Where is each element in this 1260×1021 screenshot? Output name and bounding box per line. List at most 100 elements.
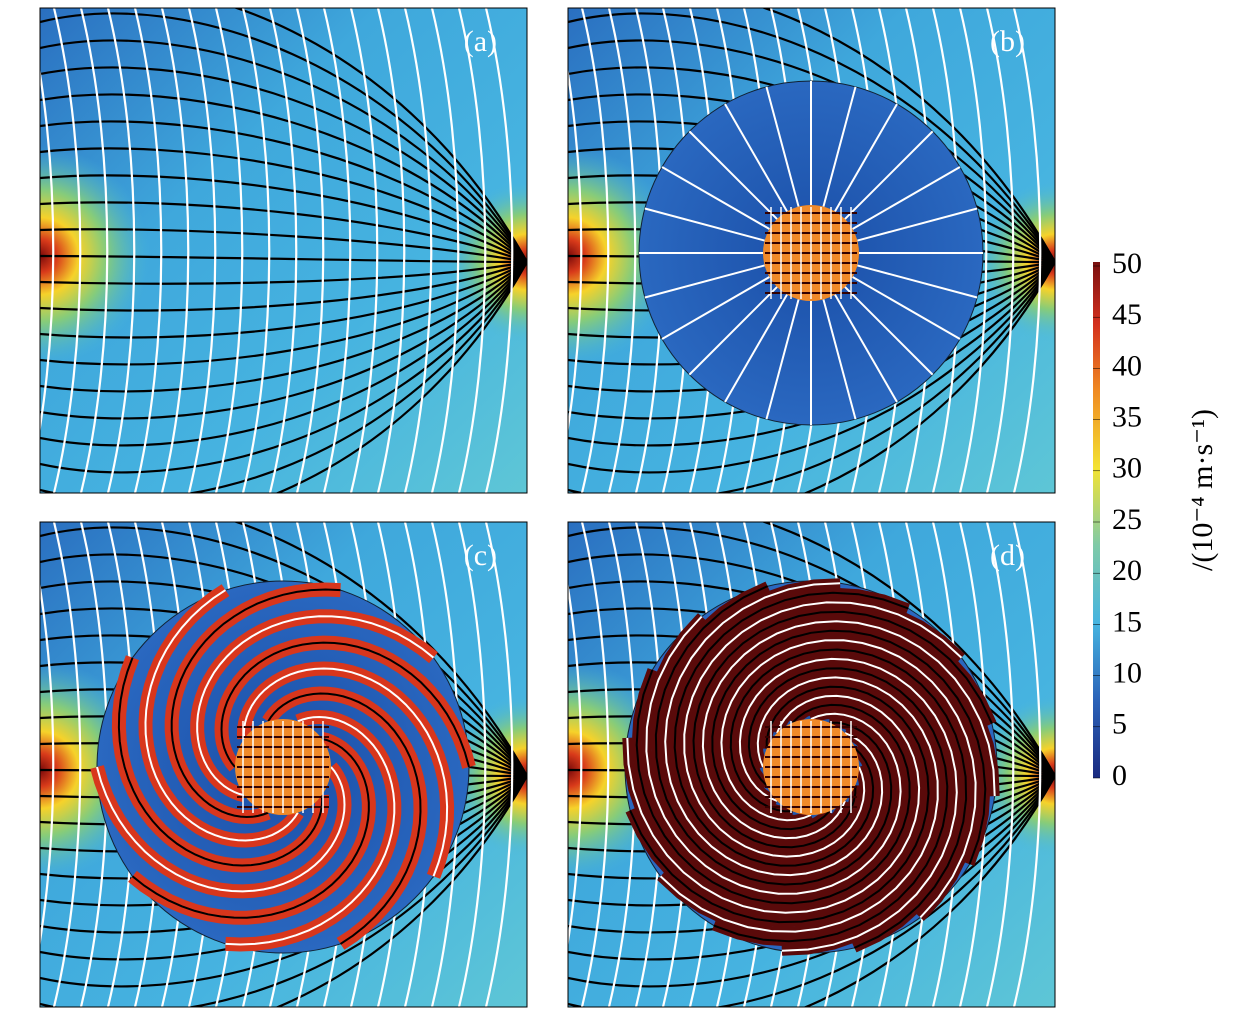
- shell-line: [857, 264, 978, 299]
- shell-line: [852, 276, 961, 340]
- spiral-line: [242, 667, 449, 877]
- shell-line: [765, 299, 800, 420]
- field: [568, 522, 1055, 1007]
- shell-line: [688, 130, 778, 220]
- potential-line: [457, 522, 487, 1007]
- flux-line: [40, 261, 527, 420]
- flux-line: [802, 775, 1055, 1007]
- shell-line: [822, 86, 857, 207]
- panel-frame: [567, 7, 1056, 494]
- colorbar: /(10⁻⁴ m·s⁻¹) 0 5 10 15 20 25 30 35 40 45 50: [1093, 247, 1219, 792]
- flux-line: [40, 775, 527, 988]
- colorbar-tick-label: 40: [1112, 349, 1142, 382]
- colorbar-tick-label: 25: [1112, 503, 1142, 536]
- potential-line: [241, 8, 271, 493]
- colorbar-tick-label: 35: [1112, 400, 1142, 433]
- potential-line: [985, 8, 1015, 493]
- colorbar-tick-label: 10: [1112, 656, 1142, 689]
- potential-line: [580, 8, 610, 493]
- flux-line: [568, 775, 1055, 988]
- flux-line: [761, 522, 1055, 777]
- potential-line: [79, 8, 109, 493]
- shell-line: [644, 264, 765, 299]
- shell-line: [724, 103, 788, 212]
- potential-line: [430, 8, 460, 493]
- colorbar-gradient: [1093, 262, 1100, 778]
- flux-line: [40, 261, 527, 393]
- spiral-line: [683, 601, 963, 858]
- field: [40, 8, 527, 493]
- spiral-line: [738, 657, 958, 952]
- spiral-line: [701, 620, 996, 840]
- colorbar-tick-label: 15: [1112, 605, 1142, 638]
- panel: (a): [39, 7, 528, 494]
- flux-line: [40, 526, 527, 777]
- potential-line: [160, 8, 190, 493]
- potential-line: [268, 8, 298, 493]
- flux-line: [40, 260, 527, 312]
- potential-line: [457, 8, 487, 493]
- shell-line: [661, 166, 770, 230]
- flux-line: [761, 8, 1055, 263]
- spiral-line: [645, 615, 902, 895]
- flux-line: [40, 201, 527, 264]
- panel-frame: [39, 521, 528, 1008]
- flux-line: [40, 66, 527, 263]
- flux-line: [40, 261, 527, 493]
- flux-line: [40, 261, 527, 447]
- panel: (d): [567, 521, 1056, 1008]
- spiral-line: [635, 669, 911, 905]
- spiral-line: [117, 657, 324, 867]
- potential-line: [568, 581, 583, 948]
- spiral-line: [729, 648, 968, 949]
- spiral-line: [654, 585, 893, 886]
- potential-line: [52, 522, 82, 1007]
- potential-line: [322, 8, 352, 493]
- flux-line: [568, 261, 1055, 474]
- potential-line: [295, 8, 325, 493]
- flux-line: [568, 526, 1055, 777]
- spiral-line: [664, 582, 884, 877]
- panel-frame: [567, 521, 1056, 1008]
- shell-line: [834, 294, 898, 403]
- potential-line: [1012, 522, 1042, 1007]
- potential-line: [187, 8, 217, 493]
- spiral-line: [711, 629, 987, 865]
- spiral-line: [673, 591, 909, 867]
- shell-line: [688, 286, 778, 376]
- panel-frame: [39, 7, 528, 494]
- flux-line: [802, 261, 1055, 493]
- flux-line: [274, 775, 527, 1007]
- spiral-line: [225, 715, 396, 946]
- spiral-line: [626, 694, 921, 914]
- spiral-line: [692, 610, 993, 849]
- potential-line: [40, 67, 55, 434]
- flux-line: [40, 39, 527, 263]
- potential-line: [214, 8, 244, 493]
- colorbar-tick-label: 5: [1112, 708, 1127, 741]
- flux-line: [40, 261, 527, 474]
- potential-line: [484, 522, 514, 1007]
- shell-line: [857, 207, 978, 242]
- colorbar-tick-label: 30: [1112, 452, 1142, 485]
- panel: (c): [39, 521, 528, 1008]
- potential-line: [985, 522, 1015, 1007]
- potential-line: [349, 8, 379, 493]
- spiral-line: [96, 766, 346, 893]
- shell-line: [844, 286, 934, 376]
- spiral-line: [131, 737, 370, 919]
- spiral-line: [659, 676, 939, 933]
- flux-line: [568, 261, 1055, 493]
- panels: (a) (b) (c) (d): [39, 7, 1056, 1008]
- shell-line: [724, 294, 788, 403]
- flux-line: [40, 775, 527, 1007]
- shell-line: [844, 130, 934, 220]
- spiral-line: [720, 639, 977, 919]
- spiral-line: [713, 667, 949, 943]
- spiral-line: [196, 615, 435, 797]
- shell-line: [834, 103, 898, 212]
- colorbar-tick-label: 20: [1112, 554, 1142, 587]
- flux-line: [568, 775, 1055, 1007]
- potential-line: [106, 8, 136, 493]
